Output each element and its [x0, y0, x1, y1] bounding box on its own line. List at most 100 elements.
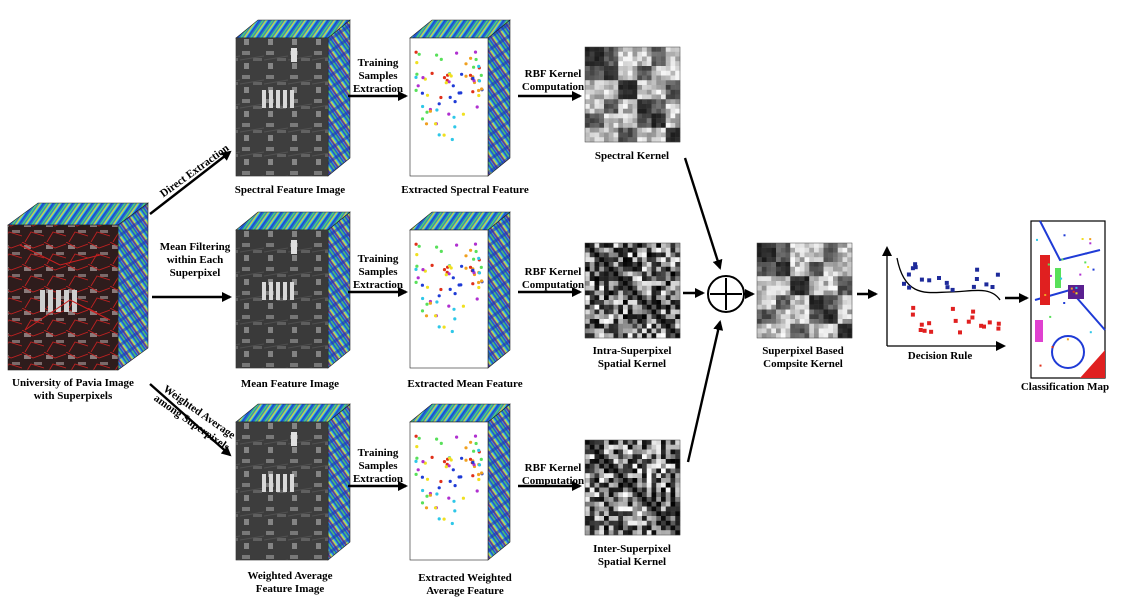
kernel-cell — [656, 497, 662, 502]
kernel-cell — [585, 501, 590, 507]
kernel-cell — [790, 323, 796, 329]
kernel-border — [584, 242, 681, 339]
source-label: University of Pavia Image with Superpixe… — [8, 377, 138, 403]
kernel-cell — [618, 449, 624, 455]
kernel-cell — [637, 309, 643, 315]
sample-point — [439, 57, 443, 62]
kernel-cell — [637, 497, 643, 502]
kernel-cell — [623, 525, 628, 531]
class-blue-point — [975, 267, 980, 272]
kernel-cell — [604, 492, 609, 498]
mean-feature-cube — [235, 211, 351, 369]
weighted-feature-cube — [235, 403, 351, 561]
arrow-spectral-to-sum — [683, 157, 723, 270]
map-pixel — [1081, 238, 1084, 240]
kernel-cell — [594, 247, 600, 253]
kernel-cell — [780, 304, 786, 310]
kernel-cell — [627, 468, 633, 474]
kernel-cell — [656, 80, 662, 86]
kernel-cell — [623, 70, 628, 76]
kernel-cell — [661, 285, 666, 291]
kernel-cell — [608, 323, 614, 329]
kernel-cell — [604, 262, 609, 267]
kernel-cell — [632, 257, 638, 263]
kernel-cell — [651, 47, 657, 52]
kernel-cell — [833, 295, 838, 301]
map-region-magenta — [1035, 320, 1043, 342]
kernel-cell — [828, 257, 834, 263]
kernel-cell — [585, 104, 590, 109]
inter-kernel-line2: Spatial Kernel — [597, 556, 667, 568]
kernel-cell — [594, 127, 600, 133]
kernel-cell — [646, 247, 652, 253]
kernel-cell — [604, 266, 609, 272]
kernel-cell — [670, 473, 676, 479]
kernel-cell — [651, 300, 657, 305]
kernel-cell — [799, 328, 805, 334]
kernel-cell — [809, 247, 815, 253]
kernel-cell — [632, 459, 638, 464]
rbf-label-mid: RBF Kernel Computation — [513, 266, 593, 292]
kernel-cell — [795, 281, 800, 286]
kernel-cell — [594, 487, 600, 493]
sample-point — [460, 456, 464, 460]
mean-feature-image-label: Mean Feature Image — [225, 378, 355, 391]
map-pixel — [1089, 331, 1092, 334]
kernel-cell — [790, 319, 796, 324]
kernel-cell — [833, 333, 838, 339]
kernel-cell — [632, 123, 638, 128]
kernel-cell — [608, 247, 614, 253]
kernel-cell — [618, 482, 624, 488]
kernel-cell — [670, 478, 676, 483]
kernel-cell — [828, 243, 834, 248]
kernel-cell — [809, 314, 815, 320]
kernel-cell — [627, 314, 633, 320]
kernel-cell — [632, 80, 638, 86]
sample-point — [439, 479, 443, 484]
kernel-cell — [618, 444, 624, 450]
kernel-cell — [618, 252, 624, 258]
kernel-cell — [776, 271, 781, 277]
kernel-cell — [599, 492, 605, 498]
kernel-cell — [608, 108, 614, 114]
sample-point — [453, 100, 457, 104]
kernel-cell — [665, 243, 671, 248]
kernel-cell — [608, 463, 614, 469]
map-pixel — [1075, 286, 1078, 289]
kernel-cell — [637, 319, 643, 324]
kernel-cell — [608, 266, 614, 272]
kernel-cell — [604, 137, 609, 143]
sample-point — [435, 300, 439, 304]
kernel-cell — [661, 323, 666, 329]
kernel-cell — [627, 501, 633, 507]
kernel-cell — [656, 266, 662, 272]
kernel-cell — [585, 285, 590, 291]
kernel-cell — [646, 66, 652, 71]
sample-point — [421, 296, 425, 301]
kernel-cell — [646, 459, 652, 464]
kernel-cell — [589, 478, 595, 483]
kernel-cell — [589, 99, 595, 105]
kernel-cell — [804, 333, 810, 339]
sample-point — [415, 72, 419, 76]
kernel-cell — [670, 440, 676, 445]
kernel-cell — [651, 444, 657, 450]
kernel-cell — [594, 511, 600, 517]
kernel-cell — [675, 243, 681, 248]
decision-rule-plot — [882, 246, 1006, 351]
source-label-line2: with Superpixels — [33, 390, 113, 402]
kernel-cell — [632, 323, 638, 329]
kernel-cell — [613, 444, 619, 450]
branch-mean-label: Mean Filtering within Each Superpixel — [150, 241, 240, 280]
kernel-cell — [599, 440, 605, 445]
kernel-cell — [642, 113, 647, 119]
kernel-cell — [761, 323, 767, 329]
kernel-cell — [618, 468, 624, 474]
kernel-cell — [594, 328, 600, 334]
kernel-cell — [627, 487, 633, 493]
kernel-cell — [780, 276, 786, 282]
kernel-cell — [761, 243, 767, 248]
kernel-cell — [623, 482, 628, 488]
kernel-cell — [656, 70, 662, 76]
kernel-cell — [837, 247, 843, 253]
